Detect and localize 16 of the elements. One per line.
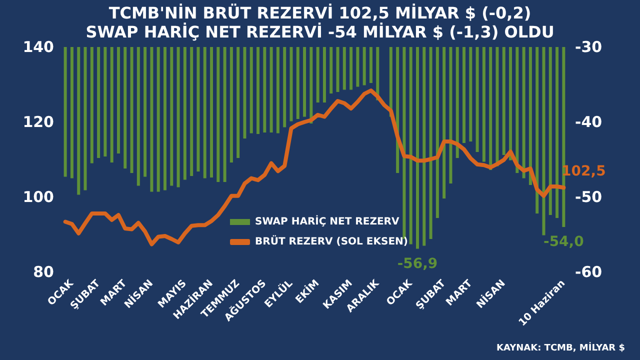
data-label: 102,5 — [562, 164, 606, 180]
legend-label: BRÜT REZERV (SOL EKSEN) — [255, 234, 408, 248]
data-label: -54,0 — [544, 234, 584, 250]
y2-tick-label: -60 — [575, 263, 602, 281]
chart-title: TCMB'NİN BRÜT REZERVİ 102,5 MİLYAR $ (-0,2) — [108, 4, 532, 22]
data-label: -56,9 — [397, 256, 438, 272]
y-tick-label: 100 — [22, 188, 54, 206]
y-tick-label: 80 — [33, 263, 54, 281]
chart-subtitle: SWAP HARİÇ NET REZERVİ -54 MİLYAR $ (-1,3) OLDU — [86, 22, 554, 42]
text: KAYNAK: TCMB, MİLYAR $ — [496, 342, 626, 354]
legend-label: SWAP HARİÇ NET REZERV — [255, 214, 400, 228]
y2-tick-label: -40 — [575, 113, 602, 131]
y2-tick-label: -30 — [575, 38, 602, 56]
y-tick-label: 140 — [22, 38, 54, 56]
y-tick-label: 120 — [22, 113, 54, 131]
y2-tick-label: -50 — [575, 188, 602, 206]
